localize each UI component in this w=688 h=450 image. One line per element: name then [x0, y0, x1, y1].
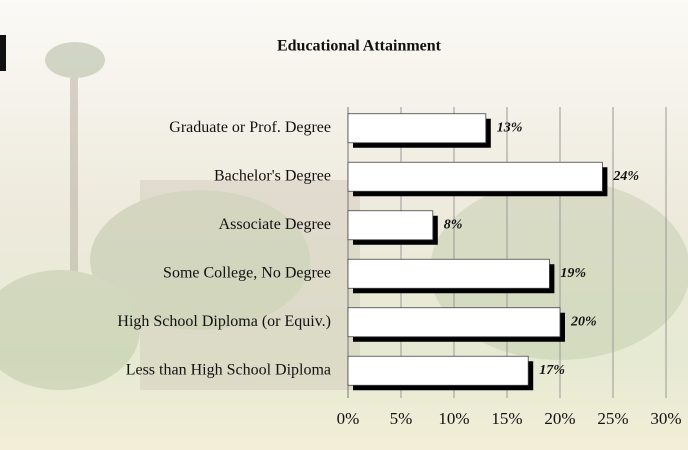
y-tick-label: Bachelor's Degree: [214, 167, 331, 184]
bar: [347, 355, 529, 386]
bar: [347, 113, 487, 144]
y-tick-label: High School Diploma (or Equiv.): [117, 313, 331, 330]
y-tick-label: Associate Degree: [219, 216, 331, 233]
y-tick-label: Less than High School Diploma: [126, 361, 331, 378]
bar: [347, 161, 603, 192]
value-label: 13%: [497, 120, 523, 135]
y-tick-label: Graduate or Prof. Degree: [169, 119, 331, 136]
value-label: 17%: [539, 363, 565, 378]
bar: [347, 307, 561, 338]
value-label: 8%: [444, 217, 463, 232]
x-tick-label: 30%: [650, 409, 681, 428]
corner-marker: [0, 35, 6, 71]
x-tick-label: 0%: [337, 409, 360, 428]
value-label: 20%: [570, 314, 597, 329]
bar: [347, 210, 434, 241]
x-tick-label: 15%: [491, 409, 522, 428]
bar: [347, 258, 550, 289]
x-tick-label: 10%: [438, 409, 469, 428]
x-tick-label: 20%: [544, 409, 575, 428]
value-label: 24%: [612, 169, 639, 184]
y-tick-label: Some College, No Degree: [163, 264, 331, 281]
background-scene: [0, 42, 688, 390]
x-tick-label: 5%: [390, 409, 413, 428]
chart-title: Educational Attainment: [277, 38, 442, 55]
value-label: 19%: [560, 266, 586, 281]
x-tick-label: 25%: [597, 409, 628, 428]
